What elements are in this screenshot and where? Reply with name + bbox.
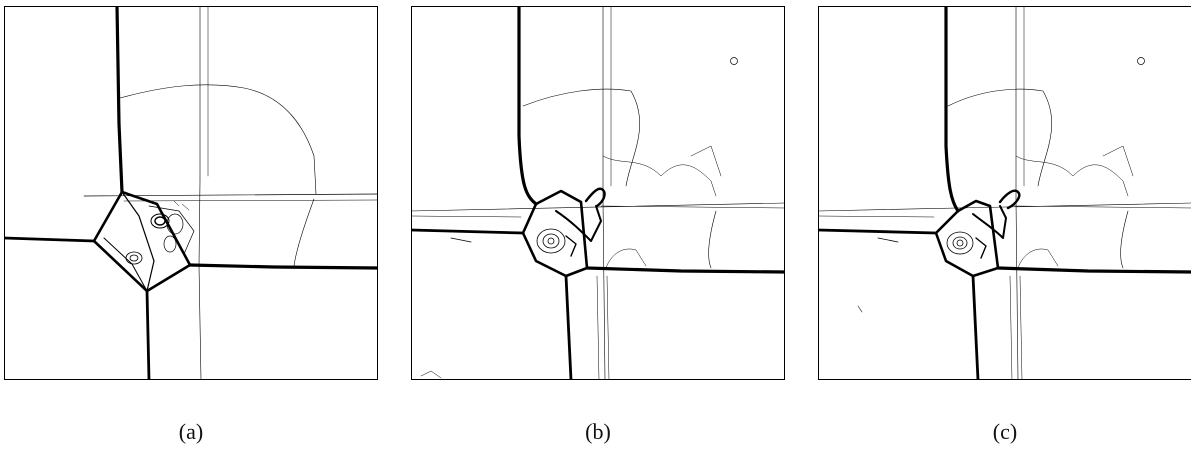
contour-svg-b (411, 6, 785, 380)
contour-svg-a (4, 6, 378, 380)
contour-plot-c (818, 6, 1191, 380)
contour-plot-a (4, 6, 378, 380)
caption-a: (a) (178, 419, 204, 444)
contour-plot-b (411, 6, 785, 380)
caption-b: (b) (585, 419, 611, 444)
caption-c: (c) (992, 419, 1018, 444)
contour-svg-c (818, 6, 1191, 380)
